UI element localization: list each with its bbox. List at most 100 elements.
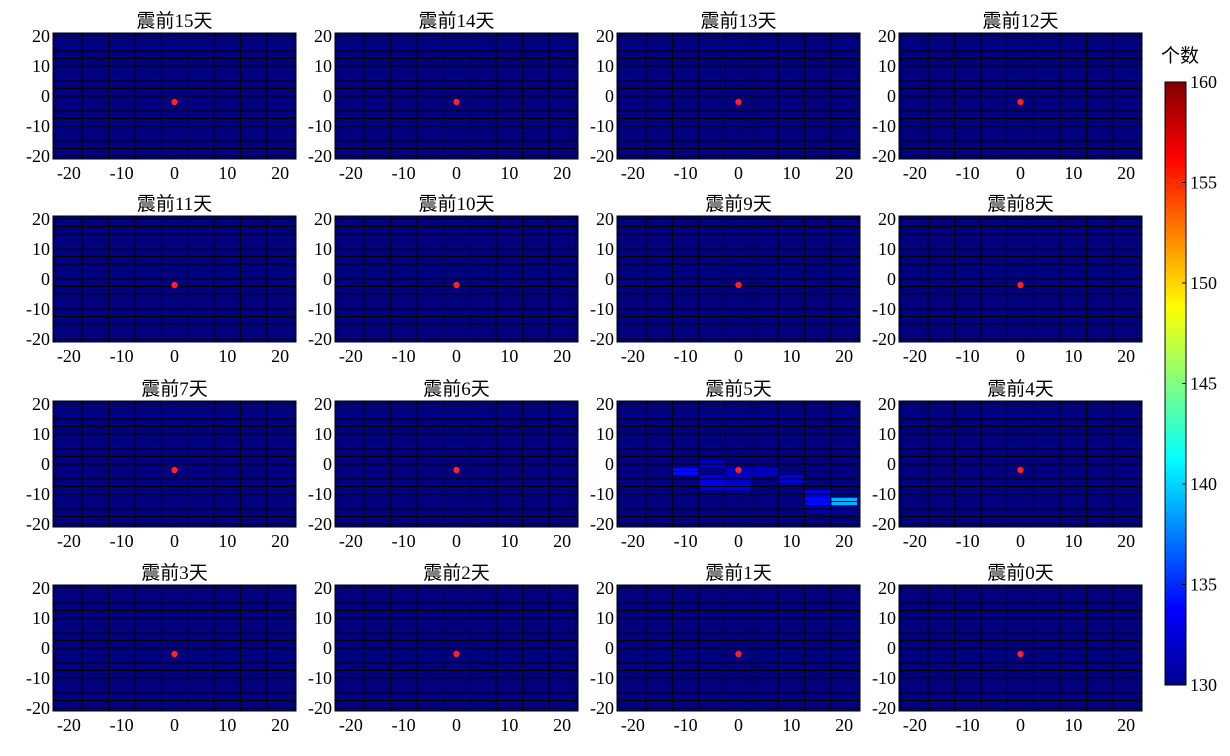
grid-lines bbox=[53, 33, 296, 159]
x-tick-label: 0 bbox=[1016, 531, 1025, 551]
x-tick-label: 10 bbox=[218, 163, 236, 183]
panel-title: 震前12天 bbox=[982, 10, 1058, 32]
panel-title: 震前0天 bbox=[987, 562, 1054, 584]
y-tick-label: 20 bbox=[314, 394, 332, 414]
heatmap-panel: 震前7天 -20 -10 0 10 20 20 10 0 -10 -20 bbox=[26, 378, 297, 551]
grid-lines bbox=[899, 585, 1142, 711]
heatmap-panel: 震前15天 -20 -10 0 10 20 20 10 0 -10 -20 bbox=[26, 10, 297, 183]
y-tick-label: 20 bbox=[314, 26, 332, 46]
panel-title: 震前7天 bbox=[141, 378, 208, 400]
y-tick-label: -10 bbox=[590, 668, 614, 688]
heatmap-panels: 震前15天 -20 -10 0 10 20 20 10 0 -10 -20 震前14天 -20 -10 0 1… bbox=[26, 10, 1143, 735]
epicenter-marker bbox=[735, 281, 742, 289]
heatmap-panel: 震前10天 -20 -10 0 10 20 20 10 0 -10 -20 bbox=[308, 193, 579, 366]
panel-title: 震前10天 bbox=[418, 193, 494, 215]
y-tick-label: 10 bbox=[878, 239, 896, 259]
grid-lines bbox=[617, 216, 860, 342]
heatmap-panel: 震前4天 -20 -10 0 10 20 20 10 0 -10 -20 bbox=[872, 378, 1143, 551]
y-tick-label: 0 bbox=[41, 638, 50, 658]
x-tick-label: 20 bbox=[553, 531, 571, 551]
y-tick-label: 10 bbox=[32, 56, 50, 76]
panel-title: 震前5天 bbox=[705, 378, 772, 400]
colorbar-tick-label: 150 bbox=[1190, 273, 1217, 293]
y-tick-label: 10 bbox=[314, 608, 332, 628]
panel-frame bbox=[898, 215, 1143, 343]
panel-frame bbox=[52, 400, 297, 528]
y-tick-label: -20 bbox=[872, 329, 896, 349]
heatmap-panel: 震前9天 -20 -10 0 10 20 20 10 0 -10 -20 bbox=[590, 193, 861, 366]
y-tick-label: 0 bbox=[887, 86, 896, 106]
y-tick-label: 10 bbox=[596, 56, 614, 76]
x-tick-label: 20 bbox=[553, 163, 571, 183]
x-tick-label: 10 bbox=[1064, 715, 1082, 735]
grid-lines bbox=[53, 216, 296, 342]
panel-frame bbox=[898, 32, 1143, 160]
y-tick-label: -20 bbox=[590, 329, 614, 349]
y-tick-label: 20 bbox=[596, 394, 614, 414]
y-tick-label: 0 bbox=[41, 269, 50, 289]
x-tick-label: 0 bbox=[170, 715, 179, 735]
x-tick-label: -10 bbox=[392, 163, 416, 183]
y-tick-label: -10 bbox=[590, 484, 614, 504]
colorbar-ticks: 160 155 150 145 140 135 130 bbox=[1182, 72, 1217, 695]
x-tick-label: 0 bbox=[452, 346, 461, 366]
x-tick-label: 20 bbox=[835, 346, 853, 366]
x-tick-label: 10 bbox=[500, 531, 518, 551]
panel-title: 震前3天 bbox=[141, 562, 208, 584]
y-tick-label: 10 bbox=[878, 56, 896, 76]
x-tick-label: -10 bbox=[392, 715, 416, 735]
x-tick-label: 20 bbox=[835, 715, 853, 735]
x-tick-label: -20 bbox=[339, 163, 363, 183]
epicenter-marker bbox=[453, 466, 460, 474]
y-tick-label: -10 bbox=[872, 116, 896, 136]
y-tick-label: 0 bbox=[605, 269, 614, 289]
y-tick-label: 10 bbox=[596, 239, 614, 259]
x-tick-label: 0 bbox=[1016, 715, 1025, 735]
y-tick-label: -20 bbox=[308, 329, 332, 349]
y-tick-label: 20 bbox=[596, 578, 614, 598]
x-tick-label: 10 bbox=[782, 715, 800, 735]
panel-frame bbox=[334, 32, 579, 160]
panel-frame bbox=[52, 215, 297, 343]
x-tick-label: 10 bbox=[218, 531, 236, 551]
x-tick-label: 10 bbox=[1064, 346, 1082, 366]
heatmap-panel: 震前8天 -20 -10 0 10 20 20 10 0 -10 -20 bbox=[872, 193, 1143, 366]
x-tick-label: 0 bbox=[452, 163, 461, 183]
panel-frame bbox=[898, 584, 1143, 712]
epicenter-marker bbox=[171, 98, 178, 106]
y-tick-label: -20 bbox=[26, 329, 50, 349]
y-tick-label: 0 bbox=[605, 86, 614, 106]
colorbar-tick-label: 135 bbox=[1190, 575, 1217, 595]
heatmap-panel: 震前2天 -20 -10 0 10 20 20 10 0 -10 -20 bbox=[308, 562, 579, 735]
x-tick-label: -20 bbox=[339, 531, 363, 551]
x-tick-label: -10 bbox=[956, 531, 980, 551]
colorbar: 个数 160 155 150 145 140 135 130 bbox=[1161, 45, 1217, 695]
colorbar-tick-label: 155 bbox=[1190, 173, 1217, 193]
y-tick-label: -10 bbox=[872, 668, 896, 688]
x-tick-label: -20 bbox=[621, 346, 645, 366]
panel-frame bbox=[52, 32, 297, 160]
y-tick-label: 20 bbox=[878, 394, 896, 414]
y-tick-label: 0 bbox=[41, 454, 50, 474]
y-tick-label: 20 bbox=[878, 26, 896, 46]
y-tick-label: -10 bbox=[308, 299, 332, 319]
x-tick-label: -20 bbox=[339, 715, 363, 735]
panel-frame bbox=[334, 215, 579, 343]
y-tick-label: -20 bbox=[872, 146, 896, 166]
y-tick-label: 10 bbox=[878, 424, 896, 444]
x-tick-label: 20 bbox=[1117, 163, 1135, 183]
panel-frame bbox=[898, 400, 1143, 528]
panel-title: 震前11天 bbox=[137, 193, 212, 215]
y-tick-label: -20 bbox=[590, 698, 614, 718]
epicenter-marker bbox=[1017, 650, 1024, 658]
x-tick-label: 10 bbox=[1064, 163, 1082, 183]
panel-frame bbox=[52, 584, 297, 712]
y-tick-label: -10 bbox=[872, 484, 896, 504]
x-tick-label: 10 bbox=[500, 346, 518, 366]
heatmap-panel: 震前11天 -20 -10 0 10 20 20 10 0 -10 -20 bbox=[26, 193, 297, 366]
colorbar-tick-label: 140 bbox=[1190, 474, 1217, 494]
y-tick-label: -10 bbox=[872, 299, 896, 319]
y-tick-label: -20 bbox=[26, 514, 50, 534]
panel-title: 震前4天 bbox=[987, 378, 1054, 400]
y-tick-label: -10 bbox=[590, 299, 614, 319]
